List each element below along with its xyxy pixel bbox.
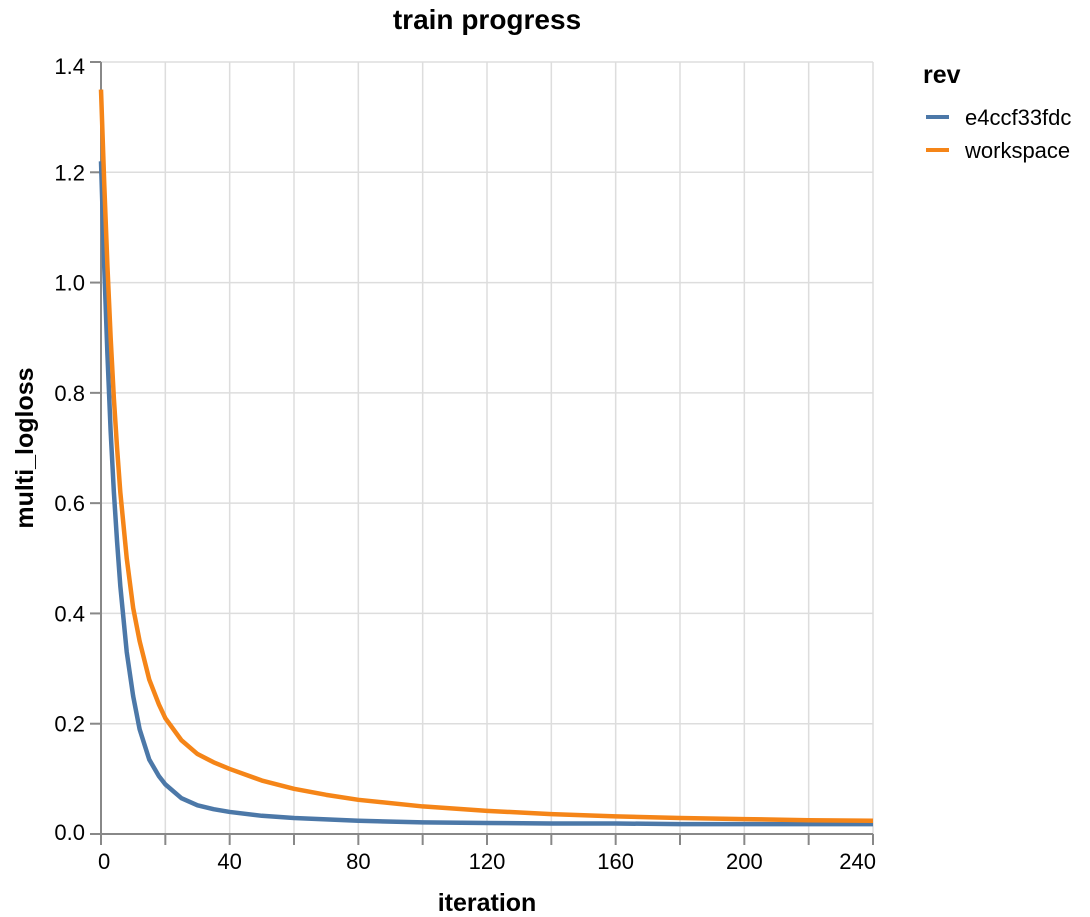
x-tick-label: 200 bbox=[726, 849, 763, 874]
chart-title: train progress bbox=[393, 4, 581, 35]
y-tick-label: 1.0 bbox=[54, 271, 85, 296]
y-tick-label: 1.4 bbox=[54, 54, 85, 79]
y-tick-label: 0.0 bbox=[54, 820, 85, 845]
axes: 0 40 80 120 160 200 240 0.0 0.2 0.4 0.6 0.8 1.0 1.2 1.… bbox=[54, 54, 876, 874]
y-tick-label: 0.8 bbox=[54, 381, 85, 406]
x-tick-label: 0 bbox=[98, 849, 110, 874]
legend: rev e4ccf33fdc workspace bbox=[923, 61, 1071, 163]
grid bbox=[100, 61, 874, 835]
x-tick-label: 40 bbox=[217, 849, 241, 874]
x-tick-label: 240 bbox=[839, 849, 876, 874]
y-tick-label: 0.4 bbox=[54, 601, 85, 626]
legend-label-workspace: workspace bbox=[964, 138, 1070, 163]
x-tick-label: 160 bbox=[597, 849, 634, 874]
x-tick-label: 80 bbox=[346, 849, 370, 874]
x-axis-title: iteration bbox=[438, 889, 537, 917]
series-line-e4ccf33fdc bbox=[98, 161, 873, 827]
series-lines bbox=[98, 89, 874, 827]
legend-label-e4ccf33fdc: e4ccf33fdc bbox=[965, 105, 1071, 130]
y-tick-label: 0.2 bbox=[54, 712, 85, 737]
y-tick-label: 0.6 bbox=[54, 491, 85, 516]
y-tick-label: 1.2 bbox=[54, 160, 85, 185]
legend-title: rev bbox=[923, 61, 961, 89]
y-axis-title: multi_logloss bbox=[11, 367, 39, 528]
x-tick-label: 120 bbox=[469, 849, 506, 874]
series-line-workspace bbox=[98, 89, 874, 824]
